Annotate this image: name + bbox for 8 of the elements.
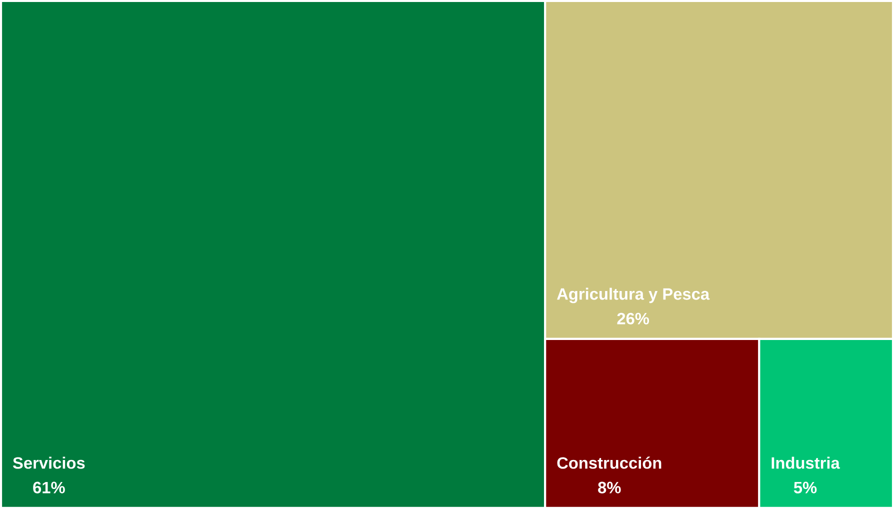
category-label: Industria: [772, 456, 840, 469]
data-label: 5%: [794, 482, 817, 494]
data-label: 61%: [33, 482, 65, 494]
category-label: Construcción: [557, 456, 662, 469]
data-label: 8%: [598, 482, 621, 494]
data-label: 26%: [617, 312, 650, 324]
category-label: Servicios: [12, 456, 85, 469]
category-label: Agricultura y Pesca: [556, 288, 710, 304]
